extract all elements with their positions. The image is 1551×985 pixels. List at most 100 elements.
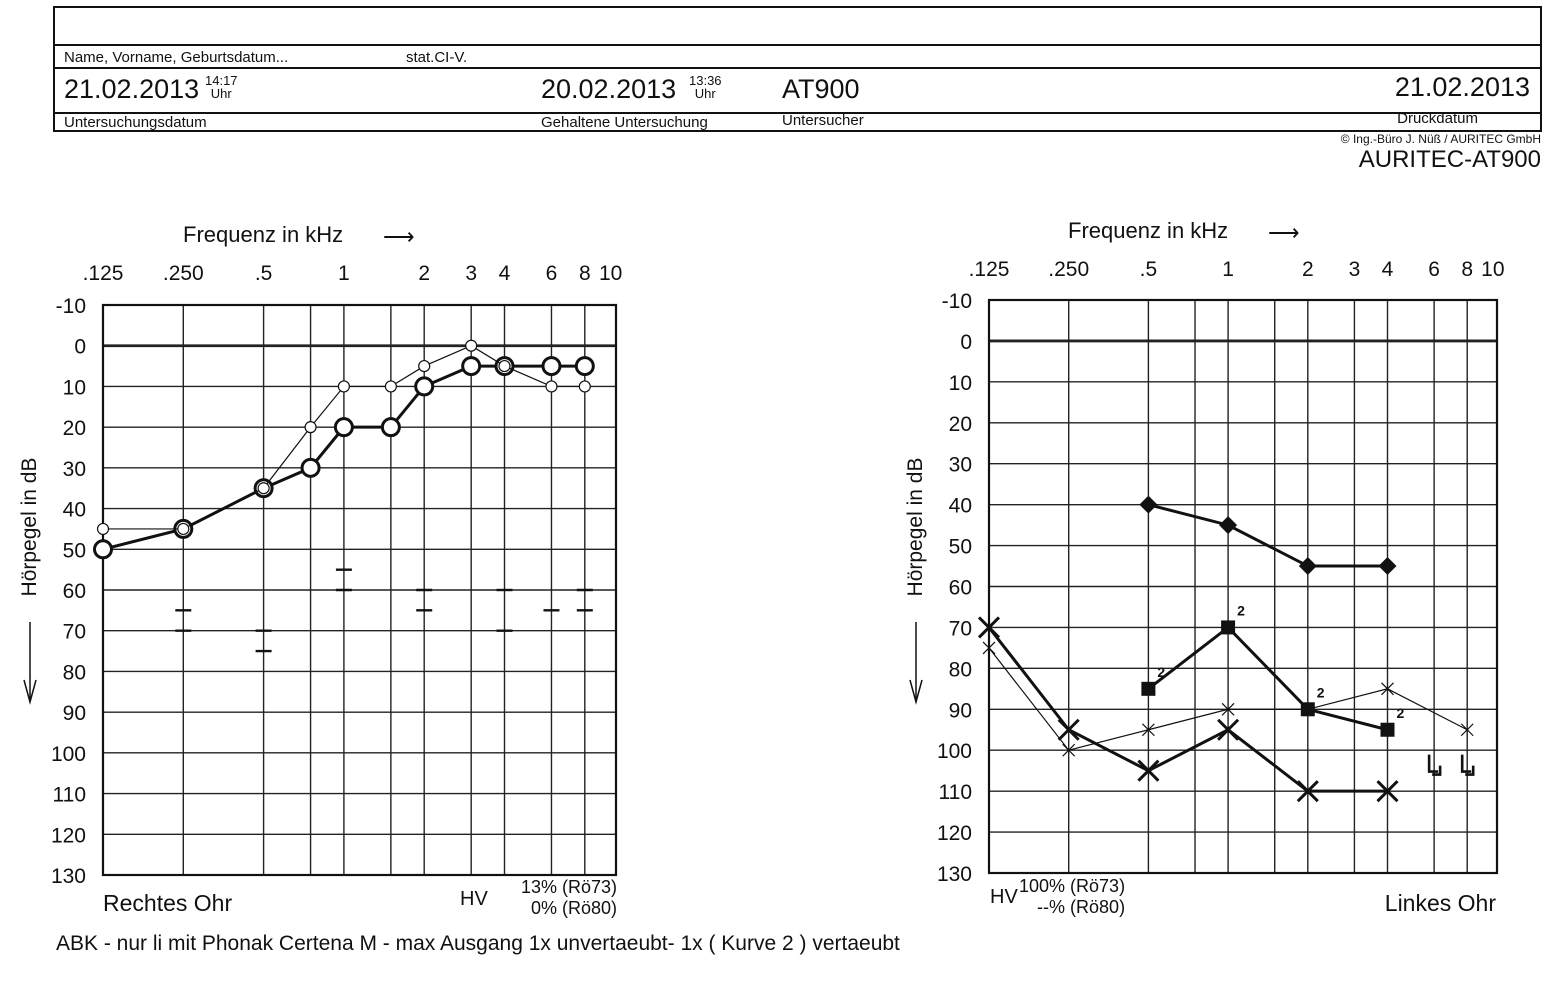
x-tick-label: .250	[1048, 258, 1089, 281]
x-tick-label: 3	[465, 262, 477, 285]
y-tick-label: 10	[63, 376, 86, 399]
divider	[55, 67, 1540, 69]
copyright: © Ing.-Büro J. Nüß / AURITEC GmbH	[1340, 132, 1541, 146]
x-tick-label: 8	[579, 262, 591, 285]
time-unit: Uhr	[210, 86, 232, 101]
y-tick-label: 120	[51, 824, 86, 847]
examiner-label: Untersucher	[782, 112, 864, 129]
diamond-marker	[1378, 557, 1397, 576]
divider	[55, 44, 1540, 46]
x-marker	[1137, 759, 1160, 782]
examiner: AT900	[782, 74, 860, 104]
patient-header-box: Name, Vorname, Geburtsdatum... stat.CI-V…	[53, 6, 1542, 132]
y-tick-label: 30	[63, 458, 86, 481]
circle-marker	[498, 359, 511, 373]
hv-value: --% (Rö80)	[1037, 897, 1126, 917]
exam-date-label: Untersuchungsdatum	[64, 114, 207, 131]
circle-marker	[177, 522, 190, 536]
y-tick-label: 80	[63, 661, 86, 684]
circle-marker	[578, 380, 591, 393]
exam-time-value: 14:17	[205, 73, 238, 88]
y-tick-label: 130	[937, 863, 972, 886]
circle-marker	[337, 380, 350, 393]
held-exam-label: Gehaltene Untersuchung	[541, 114, 708, 131]
point-label: 2	[1157, 664, 1165, 680]
x-tick-label: .5	[1140, 258, 1158, 281]
circle-marker	[93, 539, 113, 560]
y-tick-label: 50	[63, 539, 86, 562]
exam-date: 21.02.2013	[64, 74, 200, 104]
y-tick-label: 90	[63, 702, 86, 725]
print-date-label: Druckdatum	[1397, 110, 1478, 127]
diamond-marker	[1219, 516, 1238, 535]
y-tick-label: 50	[949, 536, 972, 559]
x-marker	[1376, 780, 1399, 803]
x-tick-label: 8	[1461, 258, 1473, 281]
x-tick-label: 6	[546, 262, 558, 285]
square-marker	[1221, 620, 1236, 635]
plot-frame	[101, 303, 618, 877]
arrow-right-icon: ⟶	[1268, 220, 1300, 245]
left-xlabel: Frequenz in kHz	[183, 222, 344, 247]
y-tick-label: 40	[63, 499, 86, 522]
x-tick-label: 10	[1481, 258, 1504, 281]
x-marker	[1062, 743, 1076, 757]
no-response-arrow-icon	[1460, 754, 1472, 773]
circle-marker	[304, 421, 317, 434]
held-exam-time-value: 13:36	[689, 73, 722, 88]
x-tick-label: .5	[255, 262, 273, 285]
arrow-right-icon: ⟶	[383, 224, 415, 249]
x-marker	[1221, 702, 1235, 716]
right-xlabel: Frequenz in kHz	[1068, 218, 1229, 243]
series-line	[1148, 503, 1388, 568]
circle-marker	[465, 339, 478, 352]
x-tick-label: .125	[969, 258, 1010, 281]
point-label: 2	[1317, 684, 1325, 700]
y-tick-label: 20	[949, 413, 972, 436]
plot-frame	[987, 298, 1499, 875]
point-label: 2	[1237, 602, 1245, 618]
y-tick-label: 20	[63, 417, 86, 440]
hv-value: 0% (Rö80)	[530, 898, 617, 918]
station-label: stat.CI-V.	[406, 49, 468, 66]
right-ear-title: Linkes Ohr	[1384, 890, 1496, 916]
circle-marker	[545, 380, 558, 393]
left-hv-label: HV	[460, 888, 488, 910]
circle-marker	[541, 356, 562, 377]
x-marker	[977, 616, 1001, 639]
y-tick-label: 60	[949, 577, 972, 600]
circle-marker	[461, 356, 482, 377]
point-label: 2	[1397, 705, 1405, 721]
held-exam-time: 13:36 Uhr	[689, 74, 722, 100]
circle-marker	[300, 457, 321, 478]
y-tick-label: 0	[74, 336, 86, 359]
y-tick-label: 40	[949, 495, 972, 518]
x-tick-label: 4	[499, 262, 511, 285]
print-date: 21.02.2013	[1394, 72, 1530, 102]
y-tick-label: 90	[949, 699, 972, 722]
y-tick-label: 70	[949, 617, 972, 640]
series-line	[1147, 625, 1388, 732]
held-exam-date: 20.02.2013	[541, 74, 677, 104]
arrow-down-icon	[23, 679, 37, 705]
no-response-arrow-icon	[1427, 754, 1439, 773]
series-line	[987, 626, 1388, 793]
device-name: AURITEC-AT900	[1358, 146, 1541, 173]
y-tick-label: 10	[949, 372, 972, 395]
y-tick-label: -10	[942, 290, 972, 313]
y-tick-label: -10	[56, 295, 86, 318]
y-tick-label: 100	[51, 743, 86, 766]
x-tick-label: 3	[1349, 258, 1361, 281]
name-label: Name, Vorname, Geburtsdatum...	[64, 49, 289, 66]
y-tick-label: 130	[51, 865, 86, 888]
circle-marker	[418, 359, 431, 373]
y-tick-label: 60	[63, 580, 86, 603]
divider	[55, 112, 1540, 114]
x-marker	[1296, 780, 1319, 803]
arrow-down-icon	[909, 679, 923, 705]
y-tick-label: 30	[949, 454, 972, 477]
x-marker	[1141, 723, 1155, 737]
x-tick-label: 1	[338, 262, 350, 285]
time-unit: Uhr	[694, 86, 716, 101]
y-tick-label: 100	[937, 740, 972, 763]
